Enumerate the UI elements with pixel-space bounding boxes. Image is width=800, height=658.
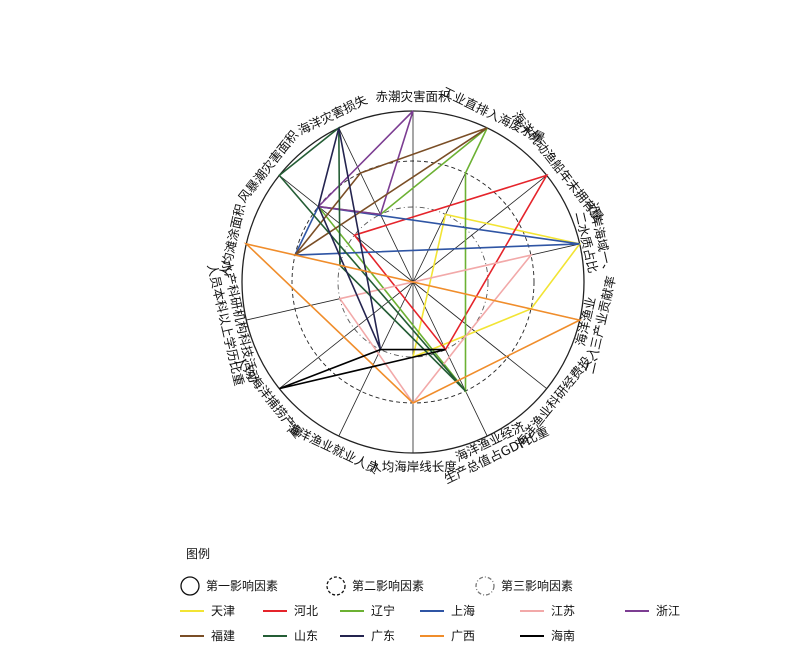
legend-ring-2 — [326, 576, 346, 596]
spoke-9 — [279, 281, 414, 389]
legend-series-label: 江苏 — [551, 604, 575, 618]
spoke-5 — [412, 281, 547, 389]
spoke-6 — [412, 281, 488, 437]
series-line-3 — [293, 205, 580, 256]
axis-label-text: 赤潮灾害面积 — [375, 89, 450, 104]
legend-series-label: 海南 — [551, 628, 575, 643]
legend-series-label: 广西 — [451, 629, 475, 643]
legend-ring-label: 第三影响因素 — [501, 578, 573, 593]
axis-label-text: 人均海岸线长度 — [369, 459, 457, 474]
series-line-5 — [316, 110, 414, 216]
legend-ring-label: 第一影响因素 — [206, 578, 278, 593]
legend-ring-1 — [180, 576, 200, 596]
legend-series-label: 河北 — [294, 604, 318, 618]
legend-series-label: 天津 — [211, 604, 235, 618]
legend-ring-label: 第二影响因素 — [352, 578, 424, 593]
axis-label-3: 近岸海域一、二水质占比 — [572, 201, 617, 277]
legend-series-label: 广东 — [371, 629, 395, 643]
series-line-9 — [243, 242, 583, 404]
axis-label-0: 赤潮灾害面积 — [375, 89, 450, 104]
series-line-8 — [317, 127, 382, 350]
legend-series-label: 福建 — [211, 628, 235, 643]
spoke-2 — [412, 175, 547, 283]
axis-label-7: 人均海岸线长度 — [369, 459, 457, 474]
legend-series-label: 浙江 — [656, 604, 680, 618]
series-lines — [243, 110, 583, 405]
series-line-1 — [353, 174, 549, 352]
series-line-6 — [294, 127, 488, 256]
spoke-12 — [279, 175, 414, 283]
legend-ring-3 — [475, 576, 495, 596]
legend-series-label: 辽宁 — [371, 603, 395, 618]
spoke-13 — [338, 127, 414, 283]
series-line-2 — [316, 127, 488, 394]
series-line-0 — [411, 213, 582, 359]
spoke-8 — [338, 281, 414, 437]
legend-series-label: 山东 — [294, 629, 318, 643]
legend-series-label: 上海 — [451, 603, 475, 618]
legend-title: 图例 — [186, 547, 211, 561]
series-line-10 — [279, 348, 446, 390]
